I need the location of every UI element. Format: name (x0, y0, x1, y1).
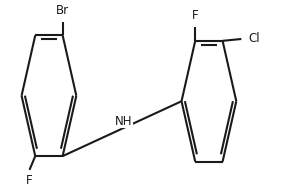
Text: F: F (192, 10, 198, 23)
Text: NH: NH (115, 115, 132, 128)
Text: Br: Br (56, 4, 69, 17)
Text: Cl: Cl (249, 32, 260, 45)
Text: F: F (26, 174, 33, 187)
